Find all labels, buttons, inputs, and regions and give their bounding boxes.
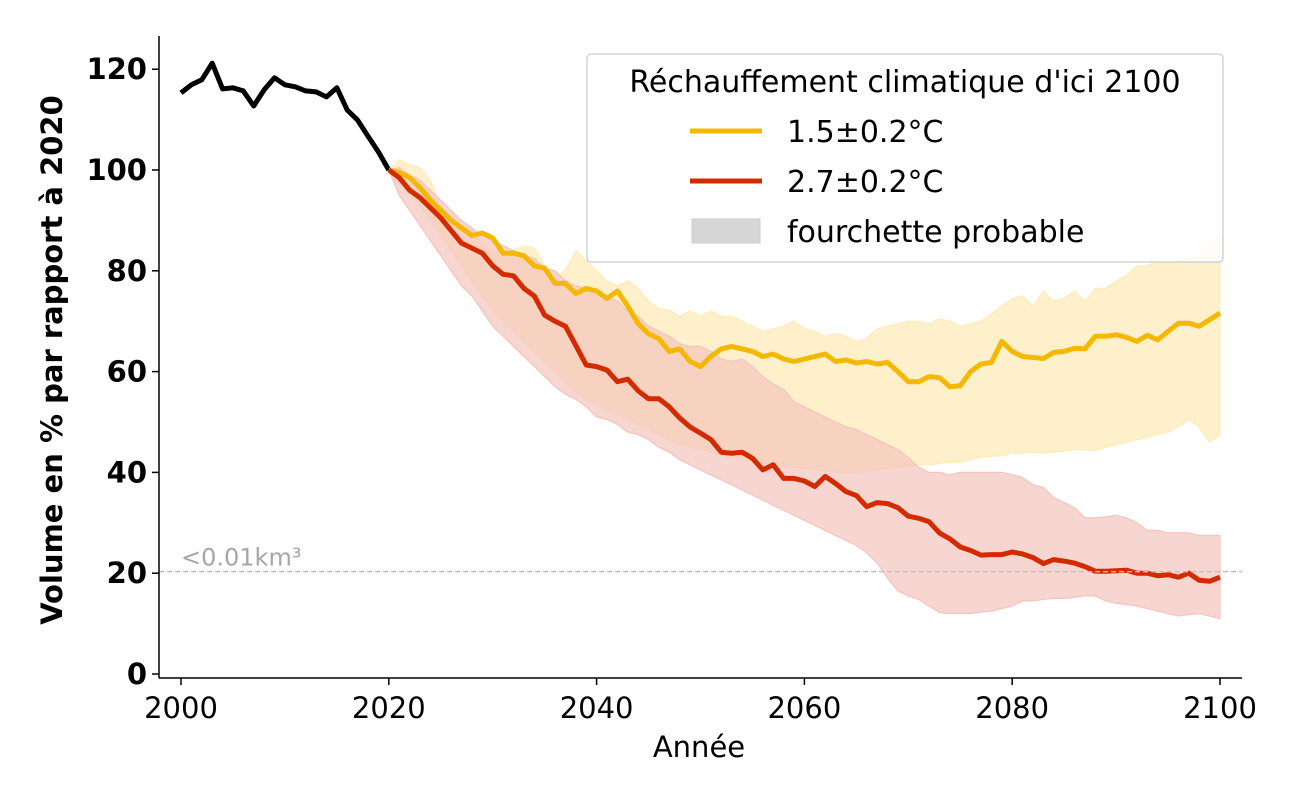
series-line-2-7-0-2-C bbox=[387, 167, 1221, 584]
x-axis-title: Année bbox=[653, 730, 745, 764]
y-axis-title: Volume en % par rapport à 2020 bbox=[35, 95, 69, 625]
x-tick-label: 2000 bbox=[144, 691, 218, 725]
x-tick-label: 2060 bbox=[767, 691, 841, 725]
series-lines bbox=[179, 60, 1222, 584]
x-tick-label: 2020 bbox=[352, 691, 426, 725]
x-ticks: 2000 2020 2040 2060 2080 2100 bbox=[144, 678, 1257, 725]
reference-line-label: <0.01km³ bbox=[181, 544, 301, 572]
y-tick-label: 40 bbox=[107, 455, 147, 489]
y-tick-label: 100 bbox=[86, 153, 147, 187]
y-tick-label: 20 bbox=[107, 556, 147, 590]
legend-label-1p5: 1.5±0.2°C bbox=[787, 115, 944, 150]
band-2-7-0-2-C bbox=[387, 166, 1221, 620]
historical-line bbox=[179, 60, 391, 172]
x-tick-label: 2080 bbox=[975, 691, 1049, 725]
legend-label-range: fourchette probable bbox=[787, 215, 1084, 250]
y-tick-label: 60 bbox=[107, 355, 147, 389]
x-tick-label: 2040 bbox=[560, 691, 634, 725]
series-line-1-5-0-2-C bbox=[388, 167, 1222, 390]
uncertainty-bands bbox=[387, 159, 1221, 620]
legend: Réchauffement climatique d'ici 2100 1.5±… bbox=[586, 53, 1224, 263]
y-tick-label: 0 bbox=[127, 657, 147, 691]
axes bbox=[158, 36, 1242, 679]
legend-label-2p7: 2.7±0.2°C bbox=[787, 165, 944, 200]
legend-box bbox=[586, 53, 1224, 263]
y-ticks: 0 20 40 60 80 100 120 bbox=[86, 52, 159, 691]
legend-title: Réchauffement climatique d'ici 2100 bbox=[629, 65, 1180, 100]
y-tick-label: 80 bbox=[107, 254, 147, 288]
legend-swatch-range bbox=[691, 218, 761, 244]
y-tick-label: 120 bbox=[86, 52, 147, 86]
x-tick-label: 2100 bbox=[1183, 691, 1257, 725]
